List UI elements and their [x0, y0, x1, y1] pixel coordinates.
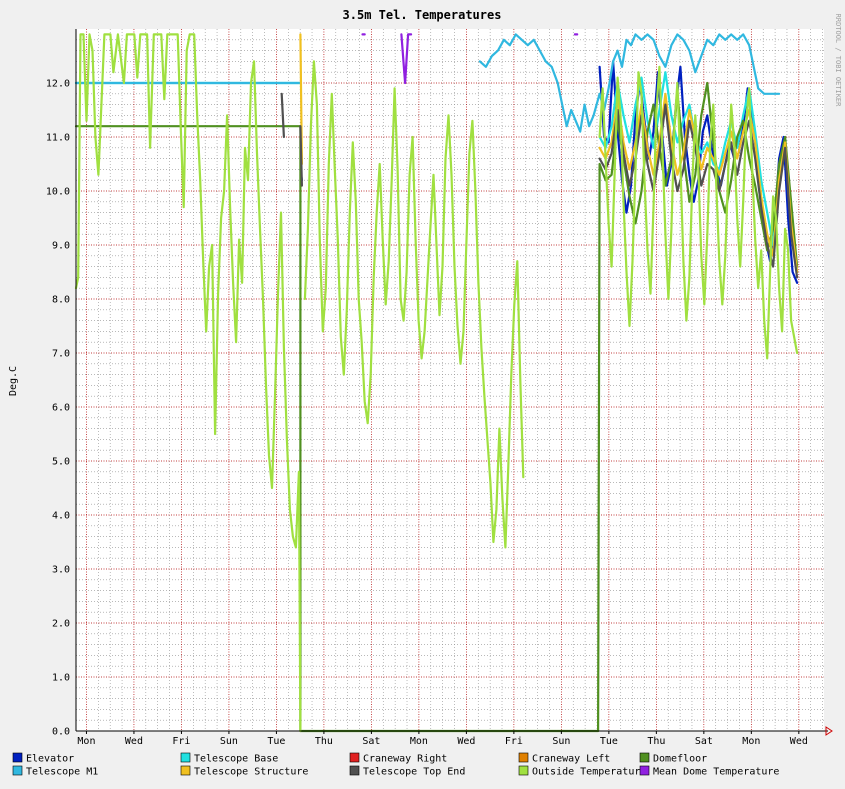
y-tick-label: 1.0	[52, 673, 70, 684]
legend-swatch	[12, 765, 23, 776]
legend-item: Craneway Left	[518, 752, 610, 765]
x-tick-label: Tue	[600, 736, 618, 747]
x-tick-label: Wed	[457, 736, 475, 747]
legend-item: Craneway Right	[349, 752, 447, 765]
x-tick-label: Fri	[172, 736, 190, 747]
x-tick-label: Mon	[742, 736, 760, 747]
legend: Elevator Telescope Base Craneway Right Cran…	[12, 752, 779, 778]
x-tick-label: Thu	[647, 736, 665, 747]
legend-item: Mean Dome Temperature	[639, 765, 779, 778]
legend-item: Telescope Structure	[180, 765, 308, 778]
legend-label: Mean Dome Temperature	[653, 767, 779, 778]
legend-label: Telescope M1	[26, 767, 98, 778]
x-tick-label: Fri	[505, 736, 523, 747]
legend-label: Outside Temperature	[532, 767, 646, 778]
y-tick-label: 12.0	[46, 79, 70, 90]
series-line-5	[74, 33, 781, 133]
legend-item: Outside Temperature	[518, 765, 646, 778]
series-line-8	[74, 33, 799, 733]
legend-label: Elevator	[26, 754, 74, 765]
x-tick-label: Sat	[362, 736, 380, 747]
legend-item: Domefloor	[639, 752, 707, 765]
x-tick-label: Sun	[552, 736, 570, 747]
legend-item: Telescope M1	[12, 765, 98, 778]
legend-label: Craneway Right	[363, 754, 447, 765]
legend-swatch	[12, 752, 23, 763]
legend-item: Telescope Top End	[349, 765, 465, 778]
series-line-9	[361, 33, 579, 85]
rrdtool-watermark: RRDTOOL / TOBI OETIKER	[834, 14, 842, 108]
legend-item: Telescope Base	[180, 752, 278, 765]
legend-swatch	[518, 752, 529, 763]
y-tick-label: 6.0	[52, 403, 70, 414]
y-tick-label: 10.0	[46, 187, 70, 198]
x-tick-label: Tue	[267, 736, 285, 747]
y-tick-label: 8.0	[52, 295, 70, 306]
x-axis-arrow-icon	[825, 726, 833, 736]
y-tick-label: 0.0	[52, 727, 70, 738]
legend-item: Elevator	[12, 752, 74, 765]
x-tick-label: Sat	[695, 736, 713, 747]
x-tick-label: Wed	[790, 736, 808, 747]
x-tick-label: Thu	[315, 736, 333, 747]
y-tick-label: 2.0	[52, 619, 70, 630]
x-tick-label: Mon	[77, 736, 95, 747]
legend-swatch	[180, 765, 191, 776]
y-tick-label: 11.0	[46, 133, 70, 144]
x-tick-label: Mon	[410, 736, 428, 747]
legend-label: Telescope Top End	[363, 767, 465, 778]
legend-label: Domefloor	[653, 754, 707, 765]
legend-swatch	[639, 752, 650, 763]
x-tick-label: Wed	[125, 736, 143, 747]
y-tick-label: 7.0	[52, 349, 70, 360]
y-tick-label: 5.0	[52, 457, 70, 468]
y-axis-label: Deg.C	[8, 366, 19, 396]
y-tick-label: 4.0	[52, 511, 70, 522]
legend-label: Telescope Base	[194, 754, 278, 765]
plot-area: 0.0 1.0 2.0 3.0 4.0 5.0 6.0 7.0 8.0 9.0 10.0 11.0 12…	[46, 29, 833, 747]
x-tick-label: Sun	[220, 736, 238, 747]
legend-swatch	[639, 765, 650, 776]
legend-swatch	[349, 752, 360, 763]
legend-swatch	[180, 752, 191, 763]
legend-label: Craneway Left	[532, 754, 610, 765]
series-line-4	[74, 81, 799, 733]
legend-label: Telescope Structure	[194, 767, 308, 778]
y-tick-label: 3.0	[52, 565, 70, 576]
legend-swatch	[349, 765, 360, 776]
legend-swatch	[518, 765, 529, 776]
chart-title: 3.5m Tel. Temperatures	[343, 8, 502, 22]
y-tick-label: 9.0	[52, 241, 70, 252]
